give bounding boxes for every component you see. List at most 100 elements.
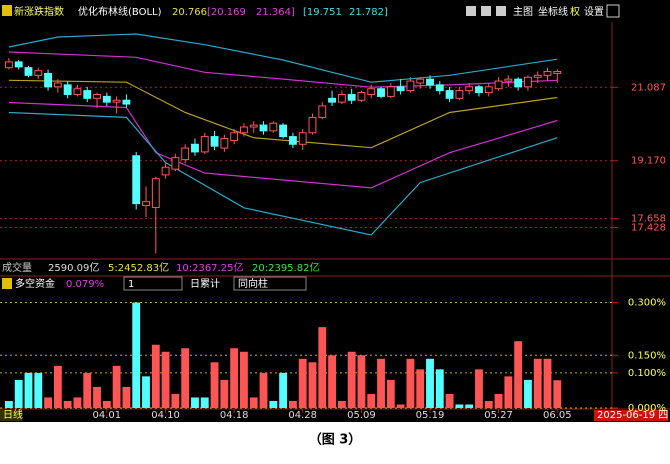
indicator-value: [19.751 bbox=[303, 7, 342, 18]
candle-body bbox=[279, 124, 288, 138]
bar bbox=[435, 369, 444, 408]
indicator-value: 21.364] bbox=[256, 7, 295, 18]
bar bbox=[142, 376, 150, 408]
bar bbox=[524, 379, 532, 408]
date-box bbox=[594, 410, 668, 421]
candle-body bbox=[465, 86, 474, 92]
candle-body bbox=[210, 136, 219, 147]
candle-body bbox=[53, 82, 62, 88]
background bbox=[0, 0, 670, 422]
help-icon[interactable] bbox=[2, 5, 12, 16]
bar bbox=[249, 397, 258, 408]
toolbar-button[interactable]: 设置 bbox=[584, 6, 604, 18]
candle-body bbox=[426, 78, 434, 86]
x-tick-label: 05.19 bbox=[416, 410, 445, 421]
x-tick-label: 05.09 bbox=[347, 410, 376, 421]
candle-body bbox=[200, 136, 209, 153]
bar bbox=[269, 400, 278, 408]
up-button[interactable] bbox=[606, 4, 620, 18]
candle-body bbox=[63, 84, 72, 95]
bar bbox=[553, 380, 562, 408]
y-tick-label: 0.100% bbox=[628, 368, 666, 379]
candle-body bbox=[455, 90, 464, 99]
candle-body bbox=[494, 80, 503, 90]
candle-body bbox=[298, 132, 307, 145]
bar bbox=[53, 365, 62, 408]
y-tick-label: 17.658 bbox=[631, 214, 666, 225]
bar bbox=[328, 355, 336, 408]
candle-body bbox=[524, 76, 532, 88]
bar bbox=[132, 302, 141, 408]
y-tick-label: 19.170 bbox=[631, 156, 666, 167]
volume-value: 20:2395.82亿 bbox=[252, 261, 319, 274]
toolbar-button[interactable]: 主图 bbox=[513, 6, 533, 18]
candle-body bbox=[553, 70, 562, 74]
bar bbox=[171, 393, 180, 408]
indicator-name: 优化布林线(BOLL) bbox=[78, 5, 162, 18]
bar bbox=[14, 379, 23, 408]
dropdown[interactable] bbox=[123, 276, 183, 291]
candle-body bbox=[543, 70, 552, 76]
period[interactable]: 日线 bbox=[3, 408, 23, 421]
bar bbox=[514, 341, 523, 408]
candle-body bbox=[4, 61, 13, 69]
candle-body bbox=[386, 86, 395, 97]
help-icon[interactable] bbox=[2, 278, 12, 289]
candle-body bbox=[249, 124, 258, 128]
bar bbox=[475, 369, 483, 408]
y-tick-label: 17.428 bbox=[631, 222, 666, 233]
candle-body bbox=[73, 88, 82, 95]
candle-body bbox=[406, 80, 415, 92]
indicator-value: 20.766 bbox=[172, 7, 207, 18]
candle-body bbox=[445, 90, 454, 99]
bar bbox=[288, 400, 297, 408]
candle-body bbox=[14, 61, 23, 68]
bar bbox=[504, 376, 513, 408]
bar bbox=[455, 404, 464, 408]
x-tick-label: 04.28 bbox=[288, 410, 317, 421]
candle-body bbox=[416, 78, 425, 84]
candle-body bbox=[132, 155, 141, 205]
candle-body bbox=[475, 86, 483, 94]
x-tick-label: 04.18 bbox=[220, 410, 249, 421]
candle-body bbox=[240, 126, 248, 134]
candle-body bbox=[328, 97, 336, 103]
bar bbox=[151, 344, 160, 408]
bar bbox=[298, 358, 307, 408]
toolbar-button[interactable]: 坐标线 bbox=[538, 5, 568, 18]
toolbar-button[interactable]: 权 bbox=[570, 5, 580, 18]
bar bbox=[543, 358, 552, 408]
bar bbox=[357, 355, 366, 408]
dropdown-value[interactable]: 1 bbox=[128, 279, 134, 290]
candle-body bbox=[220, 138, 229, 149]
current-value: 0.079% bbox=[66, 279, 104, 290]
bar bbox=[191, 397, 199, 408]
bar bbox=[279, 372, 288, 408]
bar bbox=[112, 365, 121, 408]
band-line bbox=[8, 51, 558, 88]
dropdown-value[interactable]: 同向柱 bbox=[238, 277, 268, 290]
candle-body bbox=[377, 88, 385, 97]
bar bbox=[220, 379, 229, 408]
bar bbox=[445, 393, 454, 408]
y-tick-label: 21.087 bbox=[631, 82, 666, 93]
period-box[interactable] bbox=[0, 410, 22, 421]
add-button[interactable] bbox=[466, 6, 476, 16]
candle-body bbox=[514, 78, 523, 88]
candle-body bbox=[161, 166, 170, 176]
remove-button[interactable] bbox=[481, 6, 491, 16]
dropdown[interactable] bbox=[233, 276, 307, 291]
close-button[interactable] bbox=[496, 6, 506, 16]
candle-body bbox=[435, 84, 444, 92]
bar bbox=[337, 400, 346, 408]
candle-body bbox=[93, 93, 101, 99]
bar bbox=[259, 372, 268, 408]
band-line bbox=[8, 111, 558, 236]
bar bbox=[63, 400, 72, 408]
candle-body bbox=[347, 93, 356, 101]
candle-body bbox=[24, 67, 33, 76]
candle-body bbox=[34, 70, 43, 76]
volume-value: 10:2367.25亿 bbox=[176, 261, 243, 274]
candle-body bbox=[337, 93, 346, 103]
